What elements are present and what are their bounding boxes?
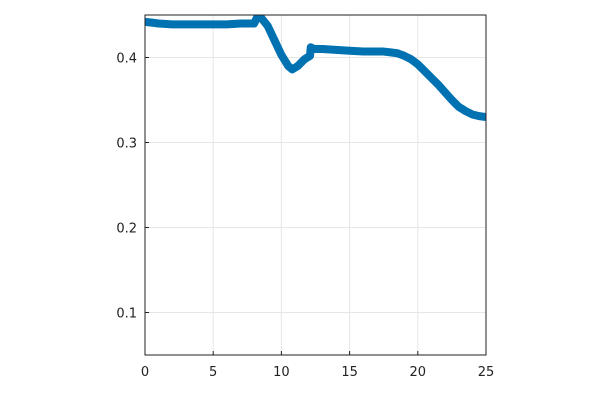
x-tick-label: 25 bbox=[478, 365, 495, 380]
y-tick-label: 0.1 bbox=[116, 307, 137, 322]
data-point bbox=[319, 46, 326, 52]
data-point bbox=[145, 18, 148, 25]
data-point bbox=[421, 68, 428, 75]
grid bbox=[144, 15, 487, 355]
data-point bbox=[455, 103, 462, 110]
data-point bbox=[223, 21, 230, 28]
data-point bbox=[387, 49, 394, 56]
data-point bbox=[148, 19, 155, 26]
series-line bbox=[145, 15, 486, 121]
data-point bbox=[155, 20, 162, 27]
data-point bbox=[251, 20, 258, 27]
data-point bbox=[285, 63, 292, 69]
data-point bbox=[414, 61, 421, 68]
y-tick-label: 0.2 bbox=[116, 222, 137, 237]
data-point bbox=[271, 37, 278, 44]
x-tick-label: 10 bbox=[273, 365, 290, 380]
data-point bbox=[360, 48, 367, 55]
data-point bbox=[469, 111, 476, 118]
plot-frame bbox=[144, 14, 487, 356]
y-tick-label: 0.4 bbox=[116, 52, 137, 67]
data-point bbox=[307, 52, 314, 59]
data-point bbox=[462, 108, 469, 115]
x-tick-label: 0 bbox=[141, 365, 149, 380]
series-layer bbox=[145, 15, 486, 121]
data-point bbox=[428, 74, 435, 81]
data-point bbox=[301, 56, 308, 63]
data-point bbox=[237, 20, 244, 27]
data-point bbox=[483, 114, 486, 120]
data-point bbox=[257, 15, 264, 21]
data-point bbox=[332, 46, 339, 53]
data-point bbox=[401, 52, 408, 59]
data-point bbox=[182, 21, 189, 28]
data-point bbox=[289, 66, 296, 73]
data-point bbox=[442, 89, 449, 96]
data-point bbox=[435, 81, 442, 88]
x-tick-label: 15 bbox=[341, 365, 358, 380]
data-point bbox=[278, 51, 285, 58]
data-point bbox=[407, 56, 414, 63]
x-tick-label: 5 bbox=[209, 365, 217, 380]
data-point bbox=[448, 97, 455, 103]
data-point bbox=[311, 46, 318, 52]
data-point bbox=[169, 21, 176, 28]
data-point bbox=[294, 63, 301, 69]
axes: 0 5 10 15 20 25 0.1 0.2 0.3 0.4 bbox=[116, 52, 494, 381]
data-point bbox=[346, 47, 353, 54]
data-point bbox=[264, 23, 271, 30]
data-point bbox=[394, 50, 401, 57]
data-point bbox=[380, 48, 387, 55]
data-point bbox=[476, 113, 483, 120]
data-point bbox=[373, 48, 380, 55]
data-point bbox=[196, 21, 203, 28]
x-tick-label: 20 bbox=[410, 365, 427, 380]
data-point bbox=[210, 21, 217, 28]
y-tick-label: 0.3 bbox=[116, 137, 137, 152]
